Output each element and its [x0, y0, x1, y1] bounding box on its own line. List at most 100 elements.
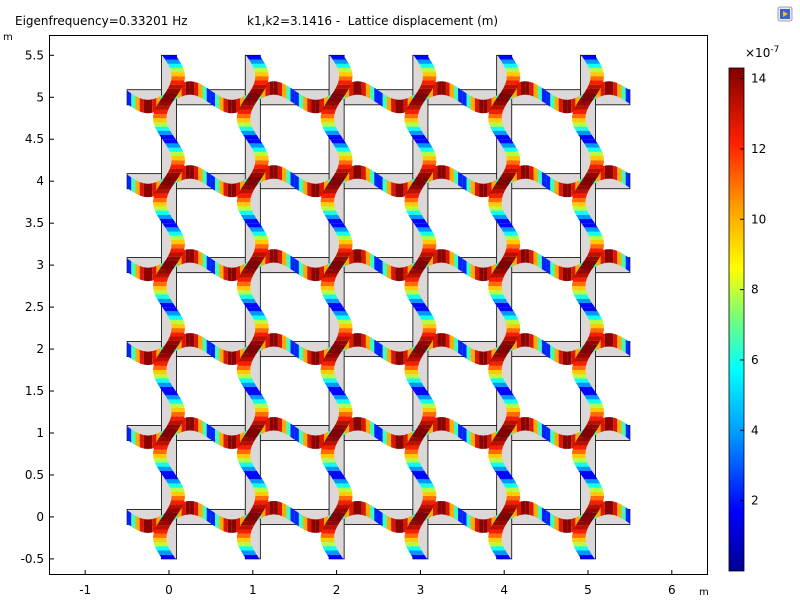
deformed-vertical-segment [590, 244, 604, 249]
deformed-horizontal-segment [533, 418, 538, 435]
deformed-vertical-segment [572, 542, 588, 547]
deformed-horizontal-segment [474, 517, 480, 533]
deformed-vertical-segment [246, 223, 263, 228]
deformed-horizontal-segment [546, 510, 551, 527]
deformed-vertical-segment [410, 265, 428, 270]
deformed-vertical-segment [497, 55, 514, 60]
deformed-vertical-segment [332, 311, 349, 316]
deformed-vertical-segment [338, 72, 353, 77]
deformed-horizontal-segment [445, 249, 450, 265]
deformed-vertical-segment [497, 93, 514, 98]
deformed-vertical-segment [338, 160, 353, 165]
deformed-vertical-segment [171, 412, 185, 417]
deformed-horizontal-segment [269, 333, 274, 347]
deformed-vertical-segment [165, 424, 182, 429]
deformed-vertical-segment [578, 516, 595, 522]
deformed-vertical-segment [419, 168, 435, 173]
deformed-horizontal-segment [311, 183, 316, 198]
deformed-vertical-segment [237, 529, 252, 534]
deformed-vertical-segment [584, 424, 601, 429]
deformed-vertical-segment [572, 122, 588, 127]
deformed-horizontal-segment [189, 249, 195, 264]
deformed-horizontal-segment [604, 249, 609, 264]
deformed-horizontal-segment [148, 267, 153, 282]
deformed-horizontal-segment [357, 333, 362, 347]
deformed-horizontal-segment [361, 501, 366, 517]
deformed-horizontal-segment [277, 501, 283, 517]
deformed-vertical-segment [490, 126, 506, 131]
deformed-vertical-segment [506, 491, 521, 496]
deformed-vertical-segment [422, 491, 437, 496]
deformed-vertical-segment [329, 391, 347, 396]
deformed-vertical-segment [588, 487, 604, 492]
deformed-vertical-segment [254, 495, 269, 501]
deformed-horizontal-segment [277, 333, 283, 349]
deformed-vertical-segment [488, 122, 504, 127]
deformed-vertical-segment [248, 256, 265, 261]
deformed-horizontal-segment [215, 345, 220, 362]
deformed-vertical-segment [488, 529, 504, 534]
deformed-vertical-segment [578, 219, 595, 224]
deformed-vertical-segment [505, 67, 520, 73]
deformed-vertical-segment [248, 395, 265, 400]
deformed-vertical-segment [237, 277, 252, 282]
deformed-horizontal-segment [139, 265, 144, 281]
deformed-vertical-segment [248, 143, 265, 148]
deformed-vertical-segment [588, 151, 604, 156]
deformed-horizontal-segment [311, 267, 316, 282]
deformed-horizontal-segment [521, 81, 526, 96]
deformed-horizontal-segment [189, 81, 195, 96]
plot-window-icon[interactable] [777, 6, 793, 22]
deformed-vertical-segment [322, 210, 338, 215]
deformed-vertical-segment [165, 88, 182, 94]
deformed-vertical-segment [337, 151, 353, 156]
deformed-horizontal-segment [558, 349, 563, 365]
deformed-vertical-segment [338, 240, 353, 245]
deformed-horizontal-segment [479, 351, 484, 365]
deformed-vertical-segment [581, 93, 598, 98]
deformed-horizontal-segment [361, 165, 366, 181]
deformed-vertical-segment [153, 542, 169, 547]
deformed-vertical-segment [573, 273, 590, 278]
deformed-vertical-segment [573, 546, 590, 551]
deformed-vertical-segment [171, 323, 185, 329]
deformed-horizontal-segment [541, 255, 547, 272]
deformed-vertical-segment [159, 470, 176, 475]
deformed-vertical-segment [584, 256, 601, 261]
deformed-vertical-segment [243, 219, 260, 224]
deformed-vertical-segment [404, 290, 420, 295]
deformed-vertical-segment [321, 374, 336, 379]
deformed-vertical-segment [404, 370, 419, 375]
deformed-vertical-segment [253, 403, 269, 408]
deformed-horizontal-segment [558, 517, 563, 533]
deformed-vertical-segment [236, 114, 251, 119]
colorbar-tick-label: 6 [751, 353, 759, 367]
deformed-vertical-segment [581, 512, 598, 517]
deformed-vertical-segment [248, 508, 265, 513]
deformed-vertical-segment [494, 470, 511, 475]
deformed-vertical-segment [404, 361, 420, 366]
deformed-vertical-segment [236, 370, 251, 375]
deformed-horizontal-segment [441, 81, 446, 96]
deformed-vertical-segment [416, 479, 433, 484]
deformed-vertical-segment [590, 495, 604, 501]
deformed-vertical-segment [162, 177, 179, 182]
deformed-vertical-segment [410, 219, 428, 224]
deformed-vertical-segment [169, 248, 185, 253]
deformed-vertical-segment [404, 454, 419, 459]
deformed-vertical-segment [153, 365, 167, 370]
deformed-vertical-segment [159, 349, 176, 354]
deformed-vertical-segment [490, 273, 506, 278]
deformed-vertical-segment [404, 206, 420, 211]
deformed-vertical-segment [572, 277, 588, 282]
deformed-horizontal-segment [470, 96, 475, 112]
deformed-horizontal-segment [470, 431, 475, 448]
deformed-vertical-segment [154, 189, 171, 194]
deformed-vertical-segment [337, 319, 353, 324]
deformed-vertical-segment [335, 315, 351, 320]
deformed-vertical-segment [572, 370, 586, 375]
deformed-vertical-segment [572, 361, 588, 366]
deformed-horizontal-segment [206, 171, 211, 188]
deformed-vertical-segment [494, 386, 511, 391]
deformed-vertical-segment [416, 172, 433, 177]
